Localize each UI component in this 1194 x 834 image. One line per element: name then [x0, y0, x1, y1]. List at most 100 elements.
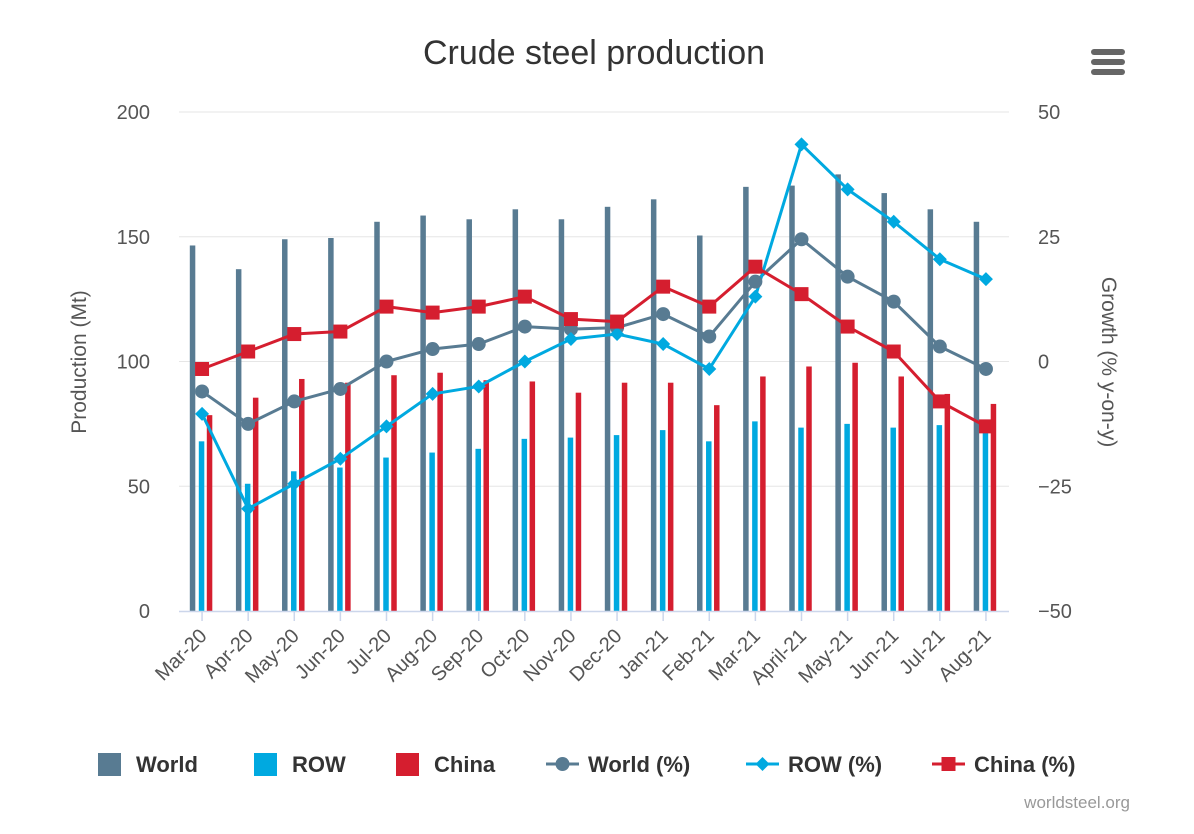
bar-row [659, 430, 666, 611]
point-marker [241, 416, 256, 431]
point-marker [287, 476, 302, 491]
legend-label: World [136, 752, 198, 777]
bar-row [383, 457, 389, 611]
x-tick-label: Mar-20 [151, 625, 211, 685]
point-marker [656, 337, 671, 352]
bar-china [391, 375, 397, 611]
bar-world [374, 221, 380, 611]
point-marker [287, 327, 302, 342]
bar-row [798, 427, 804, 611]
chart-title: Crude steel production [423, 34, 765, 72]
point-marker [610, 314, 625, 329]
bar-china [760, 376, 766, 611]
bar-china [714, 405, 720, 611]
legend-item[interactable]: World (%) [546, 752, 690, 777]
x-tick-label: Aug-21 [934, 625, 995, 686]
point-marker [794, 137, 809, 152]
point-marker [702, 299, 717, 314]
point-marker [978, 361, 993, 376]
bar-row [936, 425, 943, 611]
bar-row [429, 452, 435, 611]
bar-world [927, 209, 934, 611]
point-marker [379, 419, 394, 434]
legend-marker [941, 757, 956, 771]
bar-china [667, 382, 674, 611]
point-marker [932, 394, 947, 409]
point-marker [241, 344, 256, 359]
bar-world [697, 235, 703, 611]
legend-item[interactable]: ROW [254, 752, 346, 777]
point-marker [195, 361, 210, 376]
legend-item[interactable]: China (%) [932, 752, 1075, 777]
point-marker [886, 294, 901, 309]
point-marker [333, 381, 348, 396]
point-marker [517, 354, 532, 369]
bar-china [299, 378, 305, 611]
x-tick-label: Jun-20 [291, 625, 350, 684]
bar-world [881, 193, 887, 611]
bar-row [521, 438, 528, 611]
bar-world [282, 239, 288, 611]
series-line [201, 237, 987, 426]
point-marker [425, 386, 440, 401]
point-marker [471, 379, 486, 394]
bar-world [420, 215, 426, 612]
bar-row [475, 448, 481, 611]
legend-item[interactable]: China [396, 752, 496, 777]
point-marker [748, 289, 763, 304]
bar-china [806, 366, 812, 611]
bars [189, 174, 997, 612]
point-marker [333, 451, 348, 466]
x-tick-label: Dec-20 [565, 625, 626, 686]
legend-label: ROW [292, 752, 346, 777]
bar-row [706, 441, 712, 611]
bar-row [890, 427, 896, 611]
series-line [201, 265, 987, 428]
y-left-tick-label: 0 [139, 601, 150, 623]
credit-text[interactable]: worldsteel.org [1023, 793, 1130, 812]
point-marker [656, 307, 671, 322]
bar-china [621, 382, 628, 611]
bar-row [337, 467, 343, 611]
bar-china [206, 415, 213, 611]
bar-world [189, 245, 196, 612]
point-marker [517, 319, 532, 334]
legend-item[interactable]: ROW (%) [746, 752, 882, 777]
legend-swatch [254, 753, 277, 776]
point-marker [794, 287, 809, 302]
point-marker [840, 269, 855, 284]
point-marker [195, 384, 210, 399]
bar-china [529, 381, 536, 611]
point-marker [287, 394, 302, 409]
legend-marker [755, 757, 770, 771]
y-right-title: Growth (% y-on-y) [1097, 277, 1120, 447]
bar-row [567, 437, 574, 611]
y-left-tick-label: 150 [117, 227, 150, 249]
bar-china [944, 393, 951, 611]
y-right-tick-label: −50 [1038, 601, 1072, 623]
legend-item[interactable]: World [98, 752, 198, 777]
point-marker [702, 361, 717, 376]
bar-row [613, 435, 620, 611]
bar-world [328, 237, 334, 611]
point-marker [702, 329, 717, 344]
chart-menu-button[interactable] [1086, 42, 1130, 78]
bar-row [291, 471, 297, 611]
bar-world [235, 269, 242, 611]
legend-swatch [396, 753, 419, 776]
bar-world [558, 219, 565, 611]
y-left-tick-label: 200 [117, 102, 150, 124]
bar-world [743, 186, 749, 611]
bar-world [512, 209, 519, 611]
bar-world [835, 174, 841, 611]
point-marker [932, 339, 947, 354]
point-marker [471, 337, 486, 352]
bar-china [483, 380, 489, 611]
bar-world [466, 219, 472, 611]
x-tick-label: Jun-21 [844, 625, 903, 684]
point-marker [241, 501, 256, 516]
bar-world [973, 221, 980, 611]
point-marker [932, 252, 947, 267]
grid [179, 111, 1009, 487]
